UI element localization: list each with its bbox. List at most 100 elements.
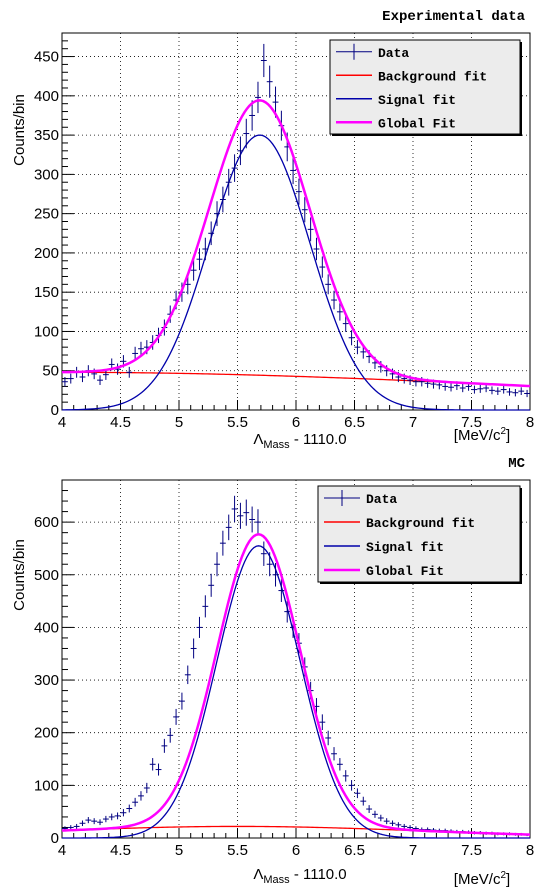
x-axis-unit: [MeV/c2] [454, 426, 510, 444]
data-point [307, 217, 314, 242]
data-point [231, 495, 238, 523]
data-point [91, 818, 98, 825]
background-fit-curve [62, 371, 531, 387]
legend-item: Signal fit [336, 93, 456, 108]
x-tick-label: 7 [409, 842, 417, 859]
y-axis-title: Counts/bin [11, 539, 28, 611]
data-point [319, 256, 326, 278]
x-tick-label: 4 [58, 842, 66, 859]
x-tick-label: 6.5 [344, 414, 365, 431]
x-axis-unit-sup: 2 [500, 870, 506, 881]
x-axis-title-sub: Mass [263, 439, 290, 451]
x-tick-label: 6 [292, 842, 300, 859]
data-point [331, 290, 337, 310]
y-axis-title: Counts/bin [11, 94, 28, 166]
data-point [395, 822, 402, 828]
global-fit-curve [61, 99, 531, 388]
data-point [196, 616, 203, 638]
data-point [138, 341, 144, 356]
data-point [237, 502, 244, 529]
x-axis-title-sub: Mass [263, 874, 290, 886]
data-point [272, 562, 279, 587]
x-axis-title: ΛMass - 1110.0 [253, 431, 346, 451]
data-point [243, 499, 250, 526]
global-fit-curve [61, 533, 531, 836]
y-tick-label: 200 [34, 245, 59, 262]
x-axis-title: ΛMass - 1110.0 [253, 866, 346, 886]
x-axis-unit: [MeV/c2] [454, 870, 510, 888]
y-tick-label: 400 [34, 619, 59, 636]
data-point [325, 274, 332, 295]
data-point [114, 812, 121, 820]
data-point [260, 43, 267, 78]
data-point [143, 782, 150, 794]
data-point [202, 237, 209, 261]
data-point [173, 708, 179, 725]
x-tick-label: 4 [58, 414, 66, 431]
y-tick-label: 50 [42, 363, 59, 380]
signal-fit-curve [61, 545, 530, 839]
data-point [471, 385, 478, 394]
data-point [354, 340, 361, 355]
x-tick-label: 4.5 [110, 842, 131, 859]
data-point [149, 758, 156, 771]
data-point [401, 823, 408, 829]
data-point [97, 819, 103, 826]
data-point [219, 186, 226, 213]
y-tick-label: 450 [34, 49, 59, 66]
data-point [126, 366, 133, 378]
data-point [108, 813, 115, 821]
data-point [266, 552, 273, 577]
data-point [231, 154, 238, 182]
x-axis-unit-sup: 2 [500, 426, 506, 437]
x-tick-label: 5 [175, 842, 183, 859]
legend-label: Global Fit [366, 564, 444, 579]
legend-item: Background fit [336, 69, 487, 84]
x-axis-unit-main: [MeV/c [454, 871, 501, 888]
data-point [249, 100, 256, 131]
x-tick-label: 6.5 [344, 842, 365, 859]
x-axis-unit-close: ] [506, 871, 510, 888]
x-tick-label: 7.5 [461, 414, 482, 431]
data-point [62, 377, 68, 387]
legend-label: Data [378, 46, 409, 61]
data-point [500, 385, 507, 394]
data-point [102, 815, 109, 823]
data-point [161, 738, 168, 753]
legend-label: Signal fit [378, 93, 456, 108]
data-point [354, 788, 361, 799]
data-point [67, 373, 74, 384]
x-axis-unit-main: [MeV/c [454, 427, 501, 444]
data-point [389, 820, 396, 827]
x-axis-title-rest: - 1110.0 [290, 866, 347, 883]
data-point [325, 730, 332, 746]
data-point [348, 780, 355, 791]
y-tick-label: 100 [34, 323, 59, 340]
data-point [85, 817, 92, 824]
data-point [249, 506, 256, 533]
data-point [225, 168, 232, 196]
legend-item: Data [324, 490, 397, 507]
data-point [342, 770, 349, 782]
data-point [296, 178, 302, 205]
data-point [319, 714, 326, 730]
data-point [208, 573, 215, 597]
y-tick-label: 100 [34, 777, 59, 794]
data-point [120, 809, 127, 817]
data-point [138, 791, 144, 801]
chart-panel-mc: MC 4 4.5 5 5.5 6 6.5 7 7.5 8 0 100 200 300 400 500 600 Co… [11, 456, 534, 888]
data-point [255, 509, 261, 536]
x-tick-label: 8 [526, 842, 534, 859]
data-point [97, 375, 103, 385]
x-axis-title-main: Λ [253, 866, 263, 883]
data-point [214, 552, 220, 577]
data-point [336, 758, 343, 771]
data-point [512, 389, 519, 397]
legend-box [329, 39, 521, 135]
chart-title: MC [508, 456, 525, 472]
data-point [219, 530, 226, 556]
y-tick-label: 300 [34, 672, 59, 689]
x-tick-label: 5.5 [227, 414, 248, 431]
y-tick-label: 400 [34, 88, 59, 105]
legend-label: Signal fit [366, 540, 444, 555]
